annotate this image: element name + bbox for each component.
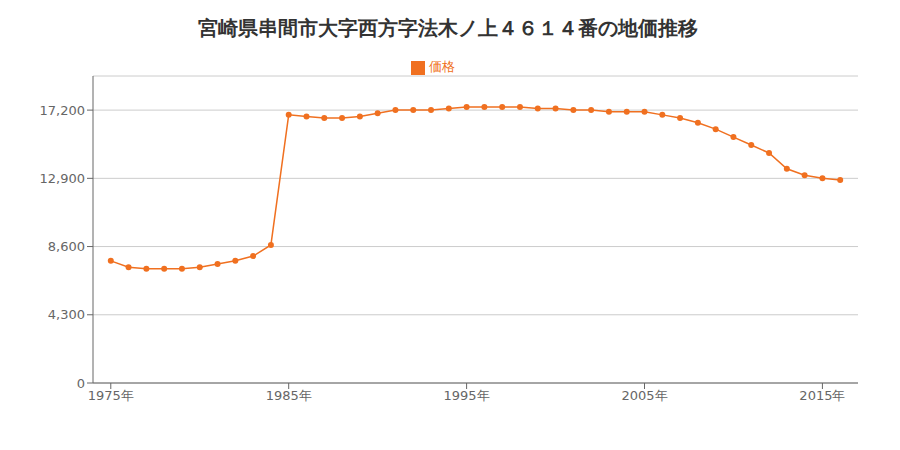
html-text:宮崎県串間市大字西方字法木ノ上４６１４番の地価推移: 宮崎県串間市大字西方字法木ノ上４６１４番の地価推移 [198,16,698,40]
svg-text:4,300: 4,300 [48,307,85,322]
svg-text:2005年: 2005年 [621,388,667,403]
svg-text:2015年: 2015年 [799,388,845,403]
svg-text:1995年: 1995年 [444,388,490,403]
html-text:価格: 価格 [429,59,455,74]
svg-text:1985年: 1985年 [266,388,312,403]
svg-text:0: 0 [77,376,85,391]
svg-text:8,600: 8,600 [48,239,85,254]
svg-text:1975年: 1975年 [88,388,134,403]
svg-text:17,200: 17,200 [40,103,86,118]
svg-text:12,900: 12,900 [40,171,86,186]
